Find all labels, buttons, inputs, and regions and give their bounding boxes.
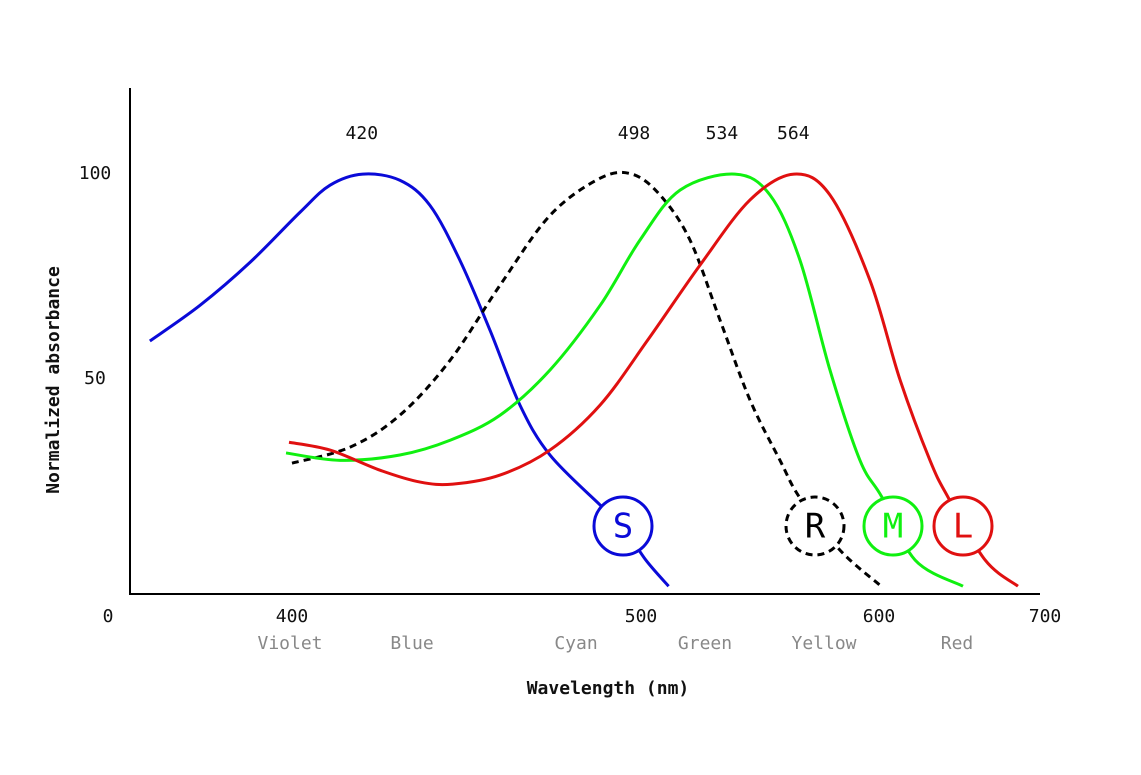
band-label: Green	[678, 633, 732, 654]
x-tick-label: 0	[103, 606, 114, 627]
x-tick-label: 400	[276, 606, 309, 627]
legend-label: L	[953, 507, 973, 547]
x-tick-label: 500	[625, 606, 658, 627]
peak-label: 420	[346, 123, 379, 144]
band-label: Yellow	[791, 633, 856, 654]
y-tick-label: 50	[84, 368, 106, 389]
legend-label: M	[883, 507, 903, 547]
legend-label: S	[613, 507, 633, 547]
y-axis-label: Normalized absorbance	[43, 266, 64, 494]
x-axis-label: Wavelength (nm)	[527, 678, 690, 699]
legend-circle	[932, 495, 994, 557]
y-tick-label: 100	[79, 163, 112, 184]
legend-circle	[862, 495, 924, 557]
curve	[148, 172, 670, 588]
band-label: Blue	[390, 633, 433, 654]
curve	[288, 172, 1019, 588]
peak-label: 534	[706, 123, 739, 144]
band-label: Violet	[257, 633, 322, 654]
curve	[285, 172, 964, 588]
x-tick-label: 600	[863, 606, 896, 627]
x-tick-label: 700	[1029, 606, 1062, 627]
band-label: Red	[941, 633, 974, 654]
peak-label: 564	[777, 123, 810, 144]
band-label: Cyan	[554, 633, 597, 654]
peak-label: 498	[618, 123, 651, 144]
curve	[291, 170, 881, 587]
legend-label: R	[805, 507, 826, 547]
legend-circle	[784, 495, 846, 557]
legend-circle	[592, 495, 654, 557]
